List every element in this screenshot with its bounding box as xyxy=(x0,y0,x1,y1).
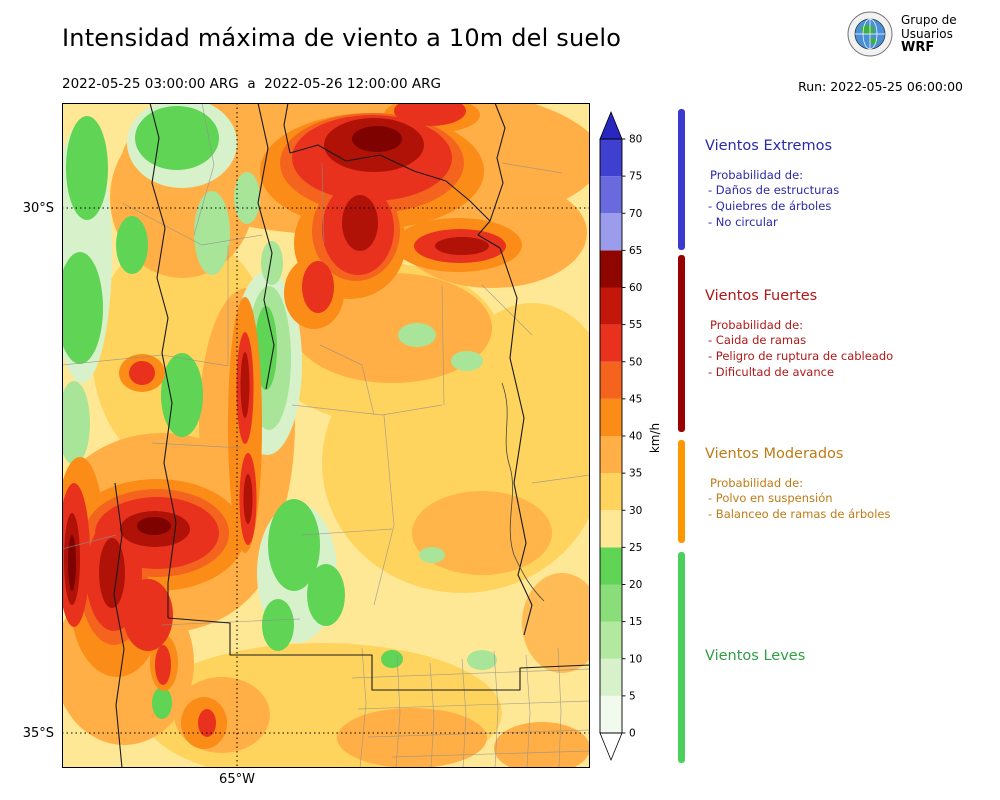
colorbar-tick-label: 70 xyxy=(629,208,642,220)
colorbar-tick-label: 5 xyxy=(629,690,636,702)
logo-text-line: Usuarios xyxy=(901,27,953,41)
legend-probability-label: Probabilidad de: xyxy=(710,168,804,182)
map-panel xyxy=(62,103,590,768)
legend-block: Vientos Leves xyxy=(705,648,993,664)
category-bar xyxy=(678,254,685,432)
category-bar xyxy=(678,109,685,251)
colorbar-segment xyxy=(600,250,622,288)
lat-label-35s: 35°S xyxy=(22,726,54,741)
run-timestamp-label: Run: 2022-05-25 06:00:00 xyxy=(798,79,963,94)
logo-text-line: Grupo de xyxy=(901,13,957,27)
legend-item: - Caida de ramas xyxy=(708,333,807,347)
wind-field-red xyxy=(62,103,522,749)
colorbar-tick-label: 65 xyxy=(629,245,642,257)
legend-item: - Dificultad de avance xyxy=(708,365,835,379)
wind-intensity-map xyxy=(62,103,590,768)
legend-item: - Balanceo de ramas de árboles xyxy=(708,507,891,521)
legend-item: - Polvo en suspensión xyxy=(708,491,833,505)
colorbar-tick-label: 0 xyxy=(629,728,636,740)
colorbar-segment xyxy=(600,658,622,696)
colorbar-tick-label: 35 xyxy=(629,468,642,480)
logo-text-line: WRF xyxy=(901,40,935,55)
wrf-logo: Grupo de Usuarios WRF xyxy=(846,10,957,58)
colorbar-tick-label: 20 xyxy=(629,579,642,591)
wrf-globe-icon xyxy=(847,11,893,57)
colorbar-arrow-over xyxy=(599,110,623,140)
colorbar-segment xyxy=(600,695,622,733)
legend-item: - Peligro de ruptura de cableado xyxy=(708,349,894,363)
colorbar-segment xyxy=(600,398,622,436)
colorbar-tick-label: 75 xyxy=(629,171,642,183)
colorbar-tick-label: 80 xyxy=(629,134,642,146)
colorbar: 0 5 10 15 20 25 30 35 40 45 50 55 60 65 70 75 80 xyxy=(599,110,642,762)
colorbar-tick-label: 30 xyxy=(629,505,642,517)
category-bar xyxy=(678,551,685,763)
colorbar-segment xyxy=(600,584,622,622)
figure-title: Intensidad máxima de viento a 10m del su… xyxy=(62,24,622,52)
colorbar-unit-label: km/h xyxy=(648,422,662,454)
colorbar-tick-label: 60 xyxy=(629,282,642,294)
colorbar-segment xyxy=(600,621,622,659)
department-boundaries xyxy=(62,103,590,768)
colorbar-segment xyxy=(600,510,622,548)
colorbar-segment xyxy=(600,176,622,214)
colorbar-tick-label: 10 xyxy=(629,653,642,665)
colorbar-segment xyxy=(600,547,622,585)
province-boundaries xyxy=(113,103,590,768)
legend-block: Vientos Extremos Probabilidad de: - Daños … xyxy=(705,138,993,230)
colorbar-segment xyxy=(600,324,622,362)
colorbar-tick-label: 15 xyxy=(629,616,642,628)
colorbar-segment xyxy=(600,139,622,177)
colorbar-segment xyxy=(600,213,622,251)
lat-label-30s: 30°S xyxy=(22,201,54,216)
legend-category-title: Vientos Moderados xyxy=(705,446,844,462)
colorbar-arrow-under xyxy=(599,732,623,762)
legend-item: - No circular xyxy=(708,215,778,229)
colorbar-tick-label: 55 xyxy=(629,319,642,331)
lon-label-65w: 65°W xyxy=(219,772,255,787)
colorbar-panel: 0 5 10 15 20 25 30 35 40 45 50 55 60 65 70 75 80 xyxy=(596,100,660,772)
legend-category-title: Vientos Extremos xyxy=(705,138,833,154)
river-line xyxy=(501,382,545,602)
colorbar-segment xyxy=(600,436,622,474)
legend-block: Vientos Moderados Probabilidad de: - Polvo… xyxy=(705,446,993,522)
date-range-label: 2022-05-25 03:00:00 ARG a 2022-05-26 12:… xyxy=(62,76,441,92)
category-bar xyxy=(678,440,685,543)
logo-text: Grupo de Usuarios WRF xyxy=(901,13,957,55)
legend-category-title: Vientos Leves xyxy=(705,648,806,664)
legend-category-title: Vientos Fuertes xyxy=(705,288,818,304)
legend-probability-label: Probabilidad de: xyxy=(710,318,804,332)
legend-item: - Quiebres de árboles xyxy=(708,199,832,213)
legend-probability-label: Probabilidad de: xyxy=(710,476,804,490)
colorbar-tick-label: 40 xyxy=(629,431,642,443)
colorbar-segment xyxy=(600,287,622,325)
map-border xyxy=(62,103,590,768)
colorbar-tick-label: 25 xyxy=(629,542,642,554)
legend-block: Vientos Fuertes Probabilidad de: - Caida d… xyxy=(705,288,993,380)
colorbar-tick-label: 50 xyxy=(629,356,642,368)
colorbar-segment xyxy=(600,361,622,399)
graticule xyxy=(62,103,590,768)
colorbar-tick-label: 45 xyxy=(629,393,642,405)
colorbar-segment xyxy=(600,473,622,511)
legend-item: - Daños de estructuras xyxy=(708,183,840,197)
